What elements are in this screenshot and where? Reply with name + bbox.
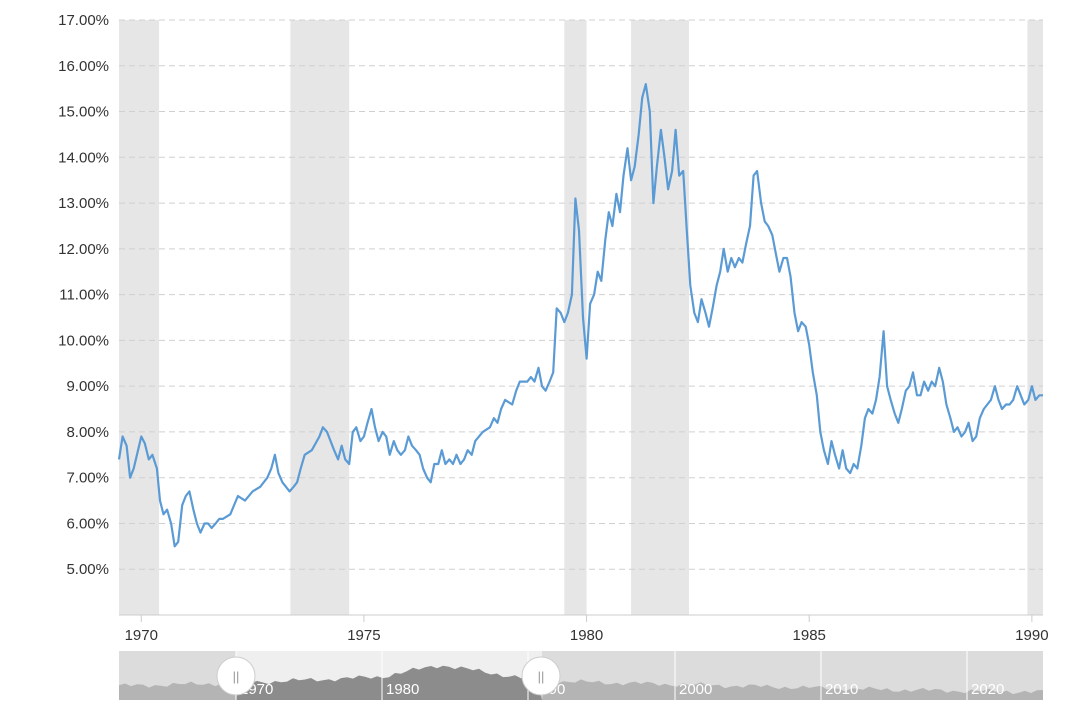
y-tick-label: 17.00%: [58, 12, 109, 29]
y-tick-label: 14.00%: [58, 149, 109, 166]
navigator-year-label: 2000: [679, 681, 712, 698]
y-axis-ticks: 5.00% 6.00% 7.00% 8.00% 9.00% 10.00% 11.00% 12.…: [58, 12, 109, 578]
navigator-year-label: 1980: [386, 681, 419, 698]
navigator-year-label: 2020: [971, 681, 1004, 698]
navigator-year-label: 2010: [825, 681, 858, 698]
navigator-right-handle-grip-icon: ||: [538, 669, 545, 684]
recession-band: [631, 20, 689, 615]
y-tick-label: 9.00%: [66, 378, 109, 395]
navigator-area-outside-left: [119, 681, 236, 700]
y-tick-label: 5.00%: [66, 561, 109, 578]
navigator-right-handle[interactable]: ||: [521, 656, 561, 696]
navigator-left-handle[interactable]: ||: [216, 656, 256, 696]
y-tick-label: 12.00%: [58, 241, 109, 258]
recession-bands: [119, 20, 1043, 615]
navigator-left-handle-grip-icon: ||: [233, 669, 240, 684]
navigator-area-selected: [236, 665, 542, 700]
y-tick-label: 15.00%: [58, 104, 109, 121]
y-tick-label: 16.00%: [58, 58, 109, 75]
x-tick-label: 1975: [347, 627, 380, 644]
x-tick-label: 1970: [125, 627, 158, 644]
y-tick-label: 10.00%: [58, 332, 109, 349]
x-tick-label: 1985: [793, 627, 826, 644]
recession-band: [564, 20, 587, 615]
y-tick-label: 8.00%: [66, 424, 109, 441]
y-tick-label: 7.00%: [66, 470, 109, 487]
series-layer: [117, 83, 1043, 548]
series-line: [117, 83, 1043, 548]
x-tick-label: 1990: [1015, 627, 1048, 644]
recession-band: [119, 20, 160, 615]
y-tick-label: 11.00%: [59, 287, 109, 304]
navigator-area-outside-right: [542, 679, 1043, 700]
y-tick-label: 13.00%: [58, 195, 109, 212]
recession-band: [290, 20, 350, 615]
recession-band: [1027, 20, 1043, 615]
y-tick-label: 6.00%: [66, 515, 109, 532]
x-axis-ticks: 1970 1975 1980 1985 1990: [125, 615, 1049, 644]
navigator[interactable]: 197019801990200020102020 || ||: [119, 651, 1043, 700]
x-tick-label: 1980: [570, 627, 603, 644]
grid-lines: [119, 19, 1043, 616]
